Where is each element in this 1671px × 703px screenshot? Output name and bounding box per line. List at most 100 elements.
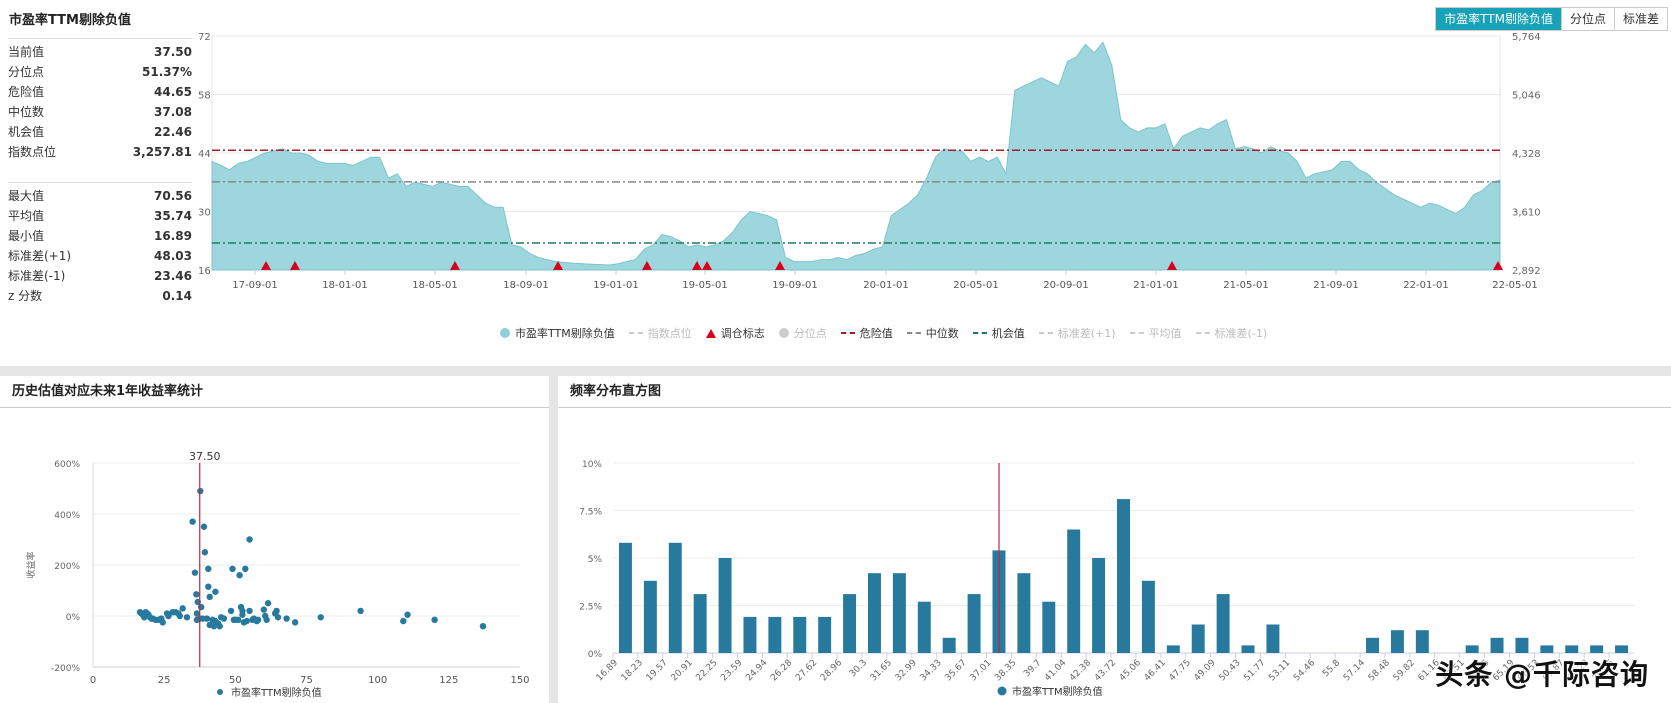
histogram-bar[interactable]	[1241, 645, 1255, 653]
scatter-point[interactable]	[189, 518, 196, 525]
scatter-point[interactable]	[236, 572, 243, 579]
histogram-bar[interactable]	[967, 594, 981, 653]
scatter-point[interactable]	[205, 583, 212, 590]
histogram-bar[interactable]	[1166, 645, 1180, 653]
histogram-bar[interactable]	[843, 594, 857, 653]
legend-item[interactable]: 分位点	[778, 325, 827, 341]
histogram-bar[interactable]	[693, 594, 707, 653]
scatter-point[interactable]	[212, 588, 219, 595]
legend-item[interactable]: 调仓标志	[705, 325, 765, 341]
scatter-point[interactable]	[176, 612, 184, 620]
scatter-point[interactable]	[264, 600, 272, 607]
histogram-bar[interactable]	[1565, 645, 1579, 653]
scatter-point[interactable]	[193, 591, 200, 598]
histogram-bar[interactable]	[1366, 637, 1379, 653]
scatter-point[interactable]	[246, 536, 253, 543]
scatter-point[interactable]	[229, 565, 236, 573]
rebalance-marker-icon[interactable]	[290, 261, 300, 270]
scatter-point[interactable]	[197, 603, 205, 611]
histogram-bar[interactable]	[618, 542, 632, 653]
histogram-bar[interactable]	[1490, 637, 1504, 653]
histogram-bar[interactable]	[768, 616, 782, 653]
histogram-bar[interactable]	[1092, 558, 1106, 653]
scatter-point[interactable]	[165, 612, 172, 620]
scatter-point[interactable]	[400, 617, 407, 625]
rebalance-marker-icon[interactable]	[642, 261, 652, 270]
histogram-bar[interactable]	[643, 580, 657, 653]
scatter-point[interactable]	[431, 616, 438, 624]
rebalance-marker-icon[interactable]	[450, 261, 460, 270]
scatter-point[interactable]	[234, 616, 242, 624]
histogram-bar[interactable]	[1042, 601, 1056, 653]
histogram-bar[interactable]	[1141, 580, 1155, 653]
histogram-bar[interactable]	[1590, 645, 1604, 653]
scatter-point[interactable]	[227, 607, 235, 615]
legend-item[interactable]: 标准差(-1)	[1195, 325, 1267, 341]
histogram-bar[interactable]	[793, 616, 807, 653]
scatter-point[interactable]	[357, 607, 364, 615]
histogram-bar[interactable]	[1117, 499, 1130, 653]
tab-1[interactable]: 分位点	[1560, 8, 1614, 30]
rebalance-marker-icon[interactable]	[553, 261, 563, 270]
scatter-point[interactable]	[206, 593, 213, 601]
rebalance-marker-icon[interactable]	[261, 261, 271, 270]
histogram-bar[interactable]	[1615, 645, 1629, 653]
histogram-bar[interactable]	[942, 637, 956, 653]
rebalance-marker-icon[interactable]	[1493, 261, 1503, 270]
scatter-point[interactable]	[246, 607, 253, 615]
scatter-point[interactable]	[317, 614, 324, 621]
histogram-bar[interactable]	[1266, 624, 1280, 654]
legend-item[interactable]: 中位数	[906, 325, 959, 341]
scatter-point[interactable]	[479, 623, 487, 630]
scatter-point[interactable]	[183, 614, 191, 621]
return-scatter-chart[interactable]: -200% 0% 200% 400% 600% 0 25 50 75 100 125 150 收益率 37…	[0, 409, 549, 703]
histogram-bar[interactable]	[892, 573, 906, 653]
histogram-bar[interactable]	[1191, 624, 1205, 654]
scatter-legend-label[interactable]: 市盈率TTM剔除负值	[231, 686, 322, 699]
scatter-point[interactable]	[273, 607, 280, 615]
scatter-point[interactable]	[200, 523, 208, 530]
scatter-point[interactable]	[191, 569, 199, 576]
scatter-point[interactable]	[243, 617, 250, 625]
scatter-point[interactable]	[159, 619, 166, 626]
scatter-point[interactable]	[242, 565, 249, 573]
tab-0[interactable]: 市盈率TTM剔除负值	[1436, 8, 1561, 30]
legend-item[interactable]: 市盈率TTM剔除负值	[500, 325, 615, 341]
scatter-point[interactable]	[239, 611, 246, 618]
histogram-bar[interactable]	[1465, 645, 1479, 653]
histogram-bar[interactable]	[668, 542, 682, 653]
scatter-point[interactable]	[404, 611, 411, 618]
pe-area-chart[interactable]: 16 2,892 30 3,610 44 4,328 58 5,046 72 5,764 17-09…	[190, 28, 1590, 298]
legend-item[interactable]: 危险值	[840, 325, 893, 341]
tab-2[interactable]: 标准差	[1613, 8, 1667, 30]
rebalance-marker-icon[interactable]	[775, 261, 785, 270]
scatter-point[interactable]	[193, 610, 201, 617]
frequency-histogram[interactable]: 0% 2.5% 5% 7.5% 10% 16.89 18.23 19.57 20.91 22.25…	[558, 409, 1671, 703]
histogram-bar[interactable]	[1515, 637, 1529, 653]
histogram-bar[interactable]	[1017, 573, 1031, 653]
rebalance-marker-icon[interactable]	[1167, 261, 1177, 270]
scatter-point[interactable]	[216, 623, 223, 630]
histogram-bar[interactable]	[917, 601, 931, 653]
scatter-point[interactable]	[203, 615, 211, 622]
histogram-bar[interactable]	[868, 573, 881, 653]
histogram-bar[interactable]	[743, 616, 757, 653]
histogram-bar[interactable]	[718, 558, 732, 653]
scatter-point[interactable]	[254, 616, 262, 624]
histogram-bar[interactable]	[1216, 594, 1230, 653]
histogram-bar[interactable]	[1390, 630, 1404, 653]
legend-item[interactable]: 平均值	[1129, 325, 1182, 341]
rebalance-marker-icon[interactable]	[702, 261, 712, 270]
legend-item[interactable]: 机会值	[972, 325, 1025, 341]
scatter-point[interactable]	[205, 565, 212, 573]
scatter-point[interactable]	[291, 619, 299, 626]
histogram-legend-label[interactable]: 市盈率TTM剔除负值	[1012, 685, 1103, 698]
scatter-point[interactable]	[274, 614, 282, 621]
histogram-bar[interactable]	[1540, 645, 1554, 653]
rebalance-marker-icon[interactable]	[692, 261, 702, 270]
scatter-point[interactable]	[179, 605, 186, 612]
histogram-bar[interactable]	[818, 616, 832, 653]
scatter-point[interactable]	[220, 615, 228, 622]
scatter-point[interactable]	[201, 549, 209, 556]
legend-item[interactable]: 标准差(+1)	[1038, 325, 1116, 341]
